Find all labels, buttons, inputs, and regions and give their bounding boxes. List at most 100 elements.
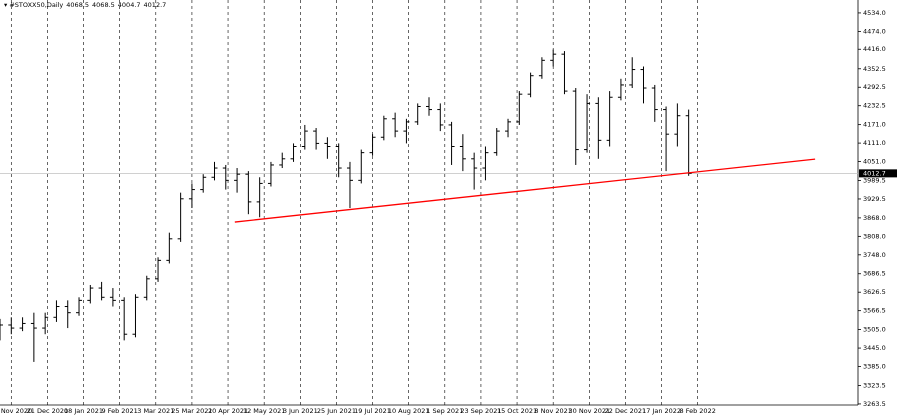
ohlc-bar [245, 171, 252, 215]
ohlc-bar [267, 161, 274, 187]
y-tick-label: 4416.0 [863, 45, 886, 53]
x-tick-label: 18 Jan 2021 [64, 407, 103, 415]
y-tick-label: 4292.5 [863, 83, 886, 91]
ohlc-bar [471, 152, 478, 190]
ohlc-bar [493, 128, 500, 156]
x-tick-label: 3 Mar 2021 [137, 407, 174, 415]
ohlc-bar [166, 232, 173, 264]
ohlc-bar [279, 152, 286, 169]
ohlc-bar [482, 146, 489, 181]
x-tick-label: 23 Sep 2021 [460, 407, 501, 415]
ohlc-bar [437, 103, 444, 132]
header-value: 4012.7 [144, 1, 167, 9]
ohlc-bar [606, 91, 613, 147]
ohlc-bar [561, 51, 568, 95]
ohlc-bar [414, 103, 421, 125]
ohlc-bar [42, 312, 49, 335]
y-tick-label: 3748.0 [863, 251, 886, 259]
header-marker: ▾ [4, 1, 9, 9]
last-price-box [859, 169, 897, 178]
ohlc-bar [53, 300, 60, 322]
y-tick-label: 3868.0 [863, 214, 886, 222]
ohlc-bar [188, 183, 195, 209]
ohlc-bar [572, 88, 579, 165]
last-price-label: 4012.7 [863, 169, 886, 177]
ohlc-bar [369, 134, 376, 156]
y-tick-label: 4534.0 [863, 9, 886, 17]
ohlc-bar [132, 294, 139, 338]
x-tick-label: 1 Sep 2021 [426, 407, 463, 415]
header-value: 4068.5 [66, 1, 89, 9]
x-tick-label: 21 Dec 2020 [27, 407, 69, 415]
x-tick-label: 22 Dec 2021 [605, 407, 647, 415]
header-value: 4068.5 [92, 1, 115, 9]
y-tick-label: 3445.0 [863, 344, 886, 352]
x-tick-label: 17 Jan 2022 [642, 407, 681, 415]
y-tick-label: 3263.5 [863, 400, 886, 408]
x-tick-label: 30 Nov 2021 [568, 407, 610, 415]
y-tick-label: 4232.5 [863, 102, 886, 110]
ohlc-bar [505, 118, 512, 138]
ohlc-bar [143, 275, 150, 301]
ohlc-bar [617, 78, 624, 101]
ohlc-bar [30, 312, 37, 362]
y-tick-label: 4111.0 [863, 139, 886, 147]
ohlc-bar [674, 103, 681, 147]
ohlc-bar [550, 49, 557, 67]
y-tick-label: 3385.0 [863, 363, 886, 371]
trendline [234, 158, 816, 223]
y-tick-label: 3989.5 [863, 176, 886, 184]
x-tick-label: 25 Jun 2021 [317, 407, 356, 415]
x-tick-label: 8 Nov 2021 [534, 407, 572, 415]
x-tick-label: 20 Apr 2021 [208, 407, 248, 415]
header-value: 4004.7 [118, 1, 141, 9]
ohlc-bar [64, 300, 71, 329]
x-tick-label: 9 Feb 2021 [102, 407, 138, 415]
y-tick-label: 3566.5 [863, 307, 886, 315]
ohlc-bar [324, 137, 331, 159]
ohlc-bar [380, 115, 387, 141]
ohlc-bar [595, 97, 602, 159]
ohlc-bar [234, 168, 241, 193]
y-tick-label: 4171.0 [863, 121, 886, 129]
ohlc-bar [256, 177, 263, 218]
ohlc-bar [392, 112, 399, 138]
ohlc-bar [313, 128, 320, 150]
header-label: #STOXX50,Daily [9, 1, 63, 9]
header: ▾ #STOXX50,Daily 4068.5 4068.5 4004.7 4012.7 [4, 1, 166, 9]
ohlc-bar [76, 297, 83, 316]
x-tick-label: 3 Jun 2021 [283, 407, 318, 415]
ohlc-bar [459, 134, 466, 172]
ohlc-bar [629, 57, 636, 89]
ohlc-bar [290, 143, 297, 162]
ohlc-bar [640, 66, 647, 104]
x-tick-label: 25 Mar 2021 [171, 407, 212, 415]
ohlc-bar [98, 281, 105, 301]
ohlc-bar [155, 257, 162, 282]
y-tick-label: 3929.5 [863, 195, 886, 203]
ohlc-bar [177, 192, 184, 242]
ohlc-bar [426, 97, 432, 116]
ohlc-bar [200, 174, 207, 193]
ohlc-bar [87, 284, 94, 304]
ohlc-bar [8, 317, 15, 335]
ohlc-bar [403, 118, 410, 144]
y-tick-label: 4474.0 [863, 27, 886, 35]
x-tick-label: 12 May 2021 [243, 407, 285, 415]
ohlc-bar [335, 143, 342, 178]
ohlc-bar [109, 288, 116, 307]
ohlc-bar [121, 297, 128, 341]
ohlc-bar [584, 94, 591, 153]
y-tick-label: 3505.0 [863, 326, 886, 334]
ohlc-bar [346, 161, 353, 209]
ohlc-bar [358, 149, 365, 184]
y-tick-label: 4051.0 [863, 158, 886, 166]
ohlc-bar [301, 124, 308, 150]
ohlc-bar [663, 106, 670, 172]
y-tick-label: 3323.5 [863, 381, 886, 389]
ohlc-bar [448, 121, 455, 165]
y-tick-label: 4352.5 [863, 65, 886, 73]
y-tick-label: 3808.0 [863, 232, 886, 240]
